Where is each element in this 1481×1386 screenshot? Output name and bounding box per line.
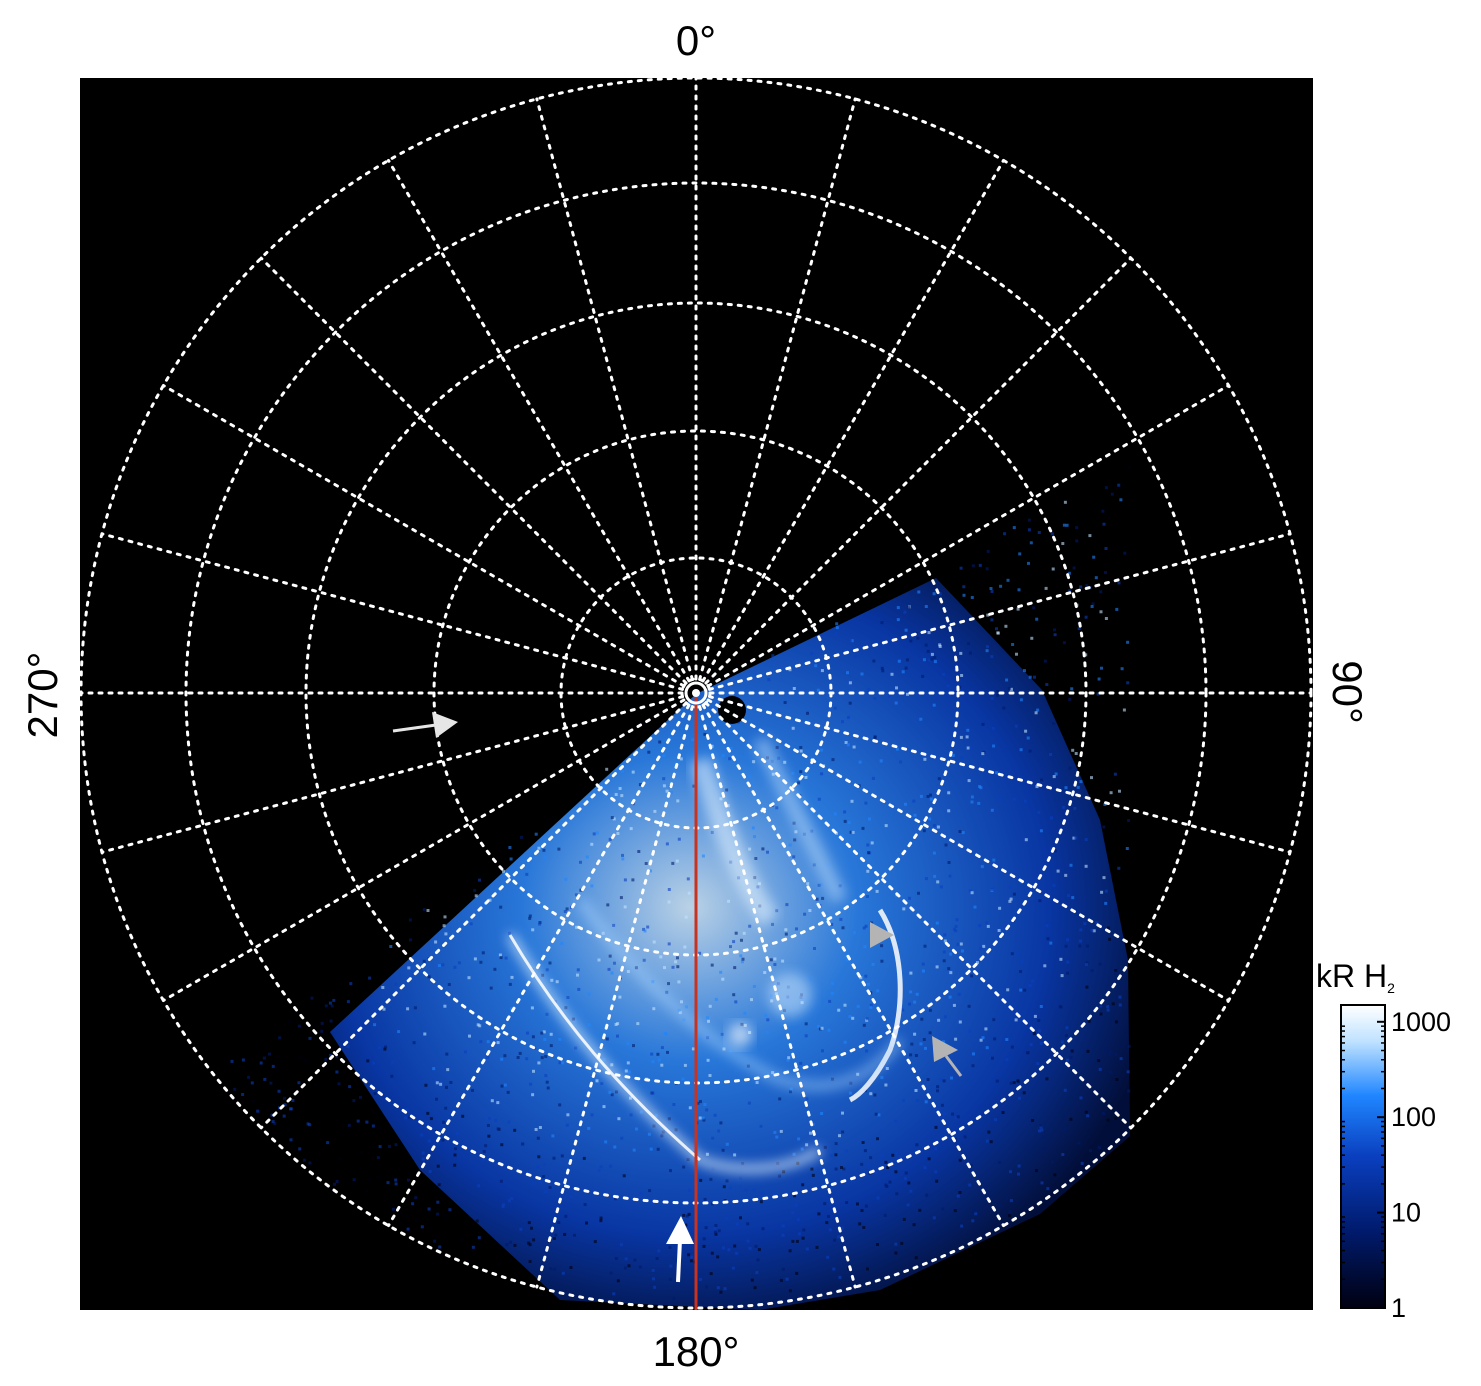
label-left-longitude: 270° xyxy=(19,652,66,739)
pole-marker xyxy=(684,681,708,705)
colorbar-tick-label: 10 xyxy=(1391,1198,1421,1228)
colorbar-title: kR H2 xyxy=(1316,958,1395,996)
grid-meridian xyxy=(259,701,688,1130)
grid-meridian xyxy=(704,256,1133,685)
gray-arrow-lower xyxy=(932,1036,963,1077)
grid-meridian xyxy=(387,158,691,683)
grid-meridian xyxy=(259,256,688,685)
label-top-longitude: 0° xyxy=(676,17,716,64)
grid-meridian xyxy=(706,384,1231,688)
grid-meridian xyxy=(701,703,1005,1228)
colorbar-tick-label: 1 xyxy=(1391,1293,1406,1323)
grid-meridian xyxy=(698,705,857,1289)
grid-meridian xyxy=(535,97,694,681)
colorbar-gradient xyxy=(1340,1004,1386,1309)
label-right-longitude: 90° xyxy=(1324,660,1371,724)
grid-meridian xyxy=(161,698,686,1002)
label-bottom-longitude: 180° xyxy=(653,1328,740,1375)
grid-meridian xyxy=(701,158,1005,683)
grid-meridian xyxy=(535,705,694,1289)
grid-meridian xyxy=(706,698,1231,1002)
gray-arrow-upper xyxy=(870,922,894,948)
colorbar-tick-label: 100 xyxy=(1391,1102,1436,1132)
grid-meridian xyxy=(708,695,1292,854)
white-arrow-left xyxy=(392,712,458,738)
grid-meridian xyxy=(708,532,1292,691)
grid-meridian xyxy=(698,97,857,681)
colorbar-tick-label: 1000 xyxy=(1391,1007,1451,1037)
grid-meridian xyxy=(704,701,1133,1130)
grid-meridian xyxy=(100,532,684,691)
grid-meridian xyxy=(387,703,691,1228)
grid-meridian xyxy=(100,695,684,854)
grid-meridian xyxy=(161,384,686,688)
white-arrow-bottom xyxy=(666,1216,694,1283)
colorbar: kR H2 1000 100 10 1 xyxy=(1316,958,1451,1323)
